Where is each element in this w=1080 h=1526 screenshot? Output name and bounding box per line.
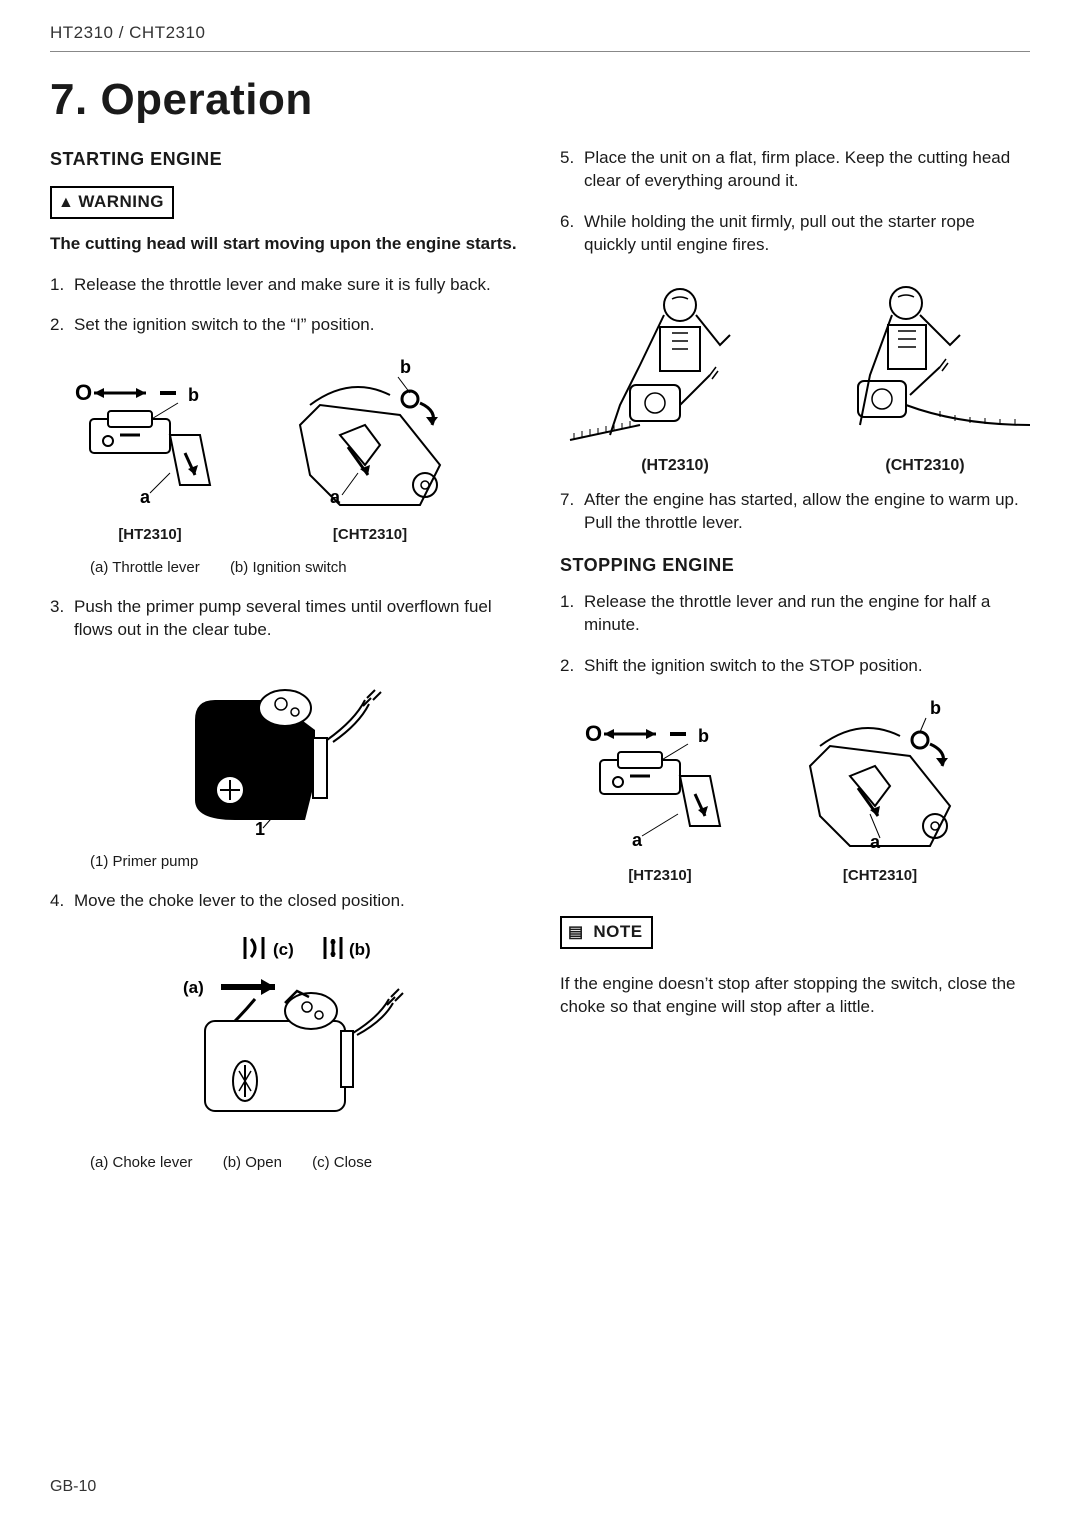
figure-stop-ht2310: O b a bbox=[560, 716, 760, 886]
step-2-text: Set the ignition switch to the “I” posit… bbox=[74, 314, 520, 337]
step-1-text: Release the throttle lever and make sure… bbox=[74, 274, 520, 297]
fig1-label-ht2310: [HT2310] bbox=[50, 525, 250, 545]
figure-pullstart-cht2310: (CHT2310) bbox=[810, 275, 1040, 477]
section-number: 7. bbox=[50, 75, 88, 124]
step-3-number: 3. bbox=[50, 596, 74, 642]
stop-step-2-text: Shift the ignition switch to the STOP po… bbox=[584, 655, 1030, 678]
header-rule bbox=[50, 51, 1030, 52]
step-7: 7. After the engine has started, allow t… bbox=[560, 489, 1030, 535]
svg-text:(a): (a) bbox=[183, 978, 204, 997]
right-column: 5. Place the unit on a flat, firm place.… bbox=[560, 147, 1030, 1191]
svg-text:O: O bbox=[75, 380, 92, 405]
step-5: 5. Place the unit on a flat, firm place.… bbox=[560, 147, 1030, 193]
step-3-text: Push the primer pump several times until… bbox=[74, 596, 520, 642]
fig2-legend: (1) Primer pump bbox=[90, 852, 520, 872]
page-number: GB-10 bbox=[50, 1476, 96, 1498]
fig5-label-ht2310: [HT2310] bbox=[560, 866, 760, 886]
stop-step-1: 1. Release the throttle lever and run th… bbox=[560, 591, 1030, 637]
step-1: 1. Release the throttle lever and make s… bbox=[50, 274, 520, 297]
stop-step-1-number: 1. bbox=[560, 591, 584, 637]
svg-text:a: a bbox=[330, 487, 341, 507]
fig1-label-cht2310: [CHT2310] bbox=[270, 525, 470, 545]
fig3-legend-b: (b) Open bbox=[223, 1154, 282, 1171]
fig4-label-cht2310: (CHT2310) bbox=[810, 455, 1040, 477]
fig1-legend-a: (a) Throttle lever bbox=[90, 559, 200, 576]
svg-text:a: a bbox=[870, 832, 881, 852]
svg-text:b: b bbox=[930, 698, 941, 718]
step-6-number: 6. bbox=[560, 211, 584, 257]
fig1-legend-b: (b) Ignition switch bbox=[230, 559, 347, 576]
fig1-legend: (a) Throttle lever (b) Ignition switch bbox=[90, 558, 520, 578]
header-model: HT2310 / CHT2310 bbox=[50, 22, 1030, 45]
step-2: 2. Set the ignition switch to the “I” po… bbox=[50, 314, 520, 337]
svg-text:a: a bbox=[140, 487, 151, 507]
fig4-label-ht2310: (HT2310) bbox=[560, 455, 790, 477]
figure-ignition-cht2310: b a [CHT231 bbox=[270, 355, 470, 545]
figure-stop-cht2310: b a [CHT231 bbox=[780, 696, 980, 886]
fig5-label-cht2310: [CHT2310] bbox=[780, 866, 980, 886]
svg-text:(b): (b) bbox=[349, 940, 371, 959]
step-4-text: Move the choke lever to the closed posit… bbox=[74, 890, 520, 913]
figure-choke-lever: (c) (b) (a) bbox=[50, 931, 520, 1141]
step-7-number: 7. bbox=[560, 489, 584, 535]
svg-text:b: b bbox=[188, 385, 199, 405]
svg-text:b: b bbox=[400, 357, 411, 377]
left-column: STARTING ENGINE ▲WARNING The cutting hea… bbox=[50, 147, 520, 1191]
warning-box: ▲WARNING bbox=[50, 186, 174, 219]
svg-text:b: b bbox=[698, 726, 709, 746]
step-5-number: 5. bbox=[560, 147, 584, 193]
two-column-layout: STARTING ENGINE ▲WARNING The cutting hea… bbox=[50, 147, 1030, 1191]
step-1-number: 1. bbox=[50, 274, 74, 297]
svg-text:(c): (c) bbox=[273, 940, 294, 959]
note-text: If the engine doesn’t stop after stoppin… bbox=[560, 973, 1030, 1019]
step-3: 3. Push the primer pump several times un… bbox=[50, 596, 520, 642]
note-box: ▤ NOTE bbox=[560, 916, 653, 949]
figure-ignition-stop: O b a bbox=[560, 696, 1030, 886]
figure-primer-pump: 1 bbox=[50, 660, 520, 840]
warning-text: The cutting head will start moving upon … bbox=[50, 233, 520, 256]
figure-pullstart-ht2310: (HT2310) bbox=[560, 275, 790, 477]
starting-engine-heading: STARTING ENGINE bbox=[50, 147, 520, 171]
step-2-number: 2. bbox=[50, 314, 74, 337]
svg-text:a: a bbox=[632, 830, 643, 850]
note-icon: ▤ bbox=[568, 924, 587, 941]
stop-step-2-number: 2. bbox=[560, 655, 584, 678]
step-4: 4. Move the choke lever to the closed po… bbox=[50, 890, 520, 913]
fig3-legend-a: (a) Choke lever bbox=[90, 1154, 193, 1171]
figure-ignition-ht2310: O b a bbox=[50, 375, 250, 545]
svg-text:1: 1 bbox=[255, 819, 265, 839]
section-title: 7. Operation bbox=[50, 70, 1030, 129]
fig3-legend: (a) Choke lever (b) Open (c) Close bbox=[90, 1153, 520, 1173]
svg-text:O: O bbox=[585, 721, 602, 746]
stop-step-1-text: Release the throttle lever and run the e… bbox=[584, 591, 1030, 637]
section-name: Operation bbox=[100, 75, 312, 124]
fig3-legend-c: (c) Close bbox=[312, 1154, 372, 1171]
note-label: NOTE bbox=[593, 922, 642, 941]
step-6-text: While holding the unit firmly, pull out … bbox=[584, 211, 1030, 257]
stopping-engine-heading: STOPPING ENGINE bbox=[560, 553, 1030, 577]
warning-icon: ▲ bbox=[58, 194, 74, 211]
step-6: 6. While holding the unit firmly, pull o… bbox=[560, 211, 1030, 257]
step-5-text: Place the unit on a flat, firm place. Ke… bbox=[584, 147, 1030, 193]
stop-step-2: 2. Shift the ignition switch to the STOP… bbox=[560, 655, 1030, 678]
step-4-number: 4. bbox=[50, 890, 74, 913]
figure-ignition-switch: O b a bbox=[50, 355, 520, 545]
warning-label: WARNING bbox=[78, 192, 164, 211]
step-7-text: After the engine has started, allow the … bbox=[584, 489, 1030, 535]
figure-pull-start: (HT2310) bbox=[560, 275, 1030, 477]
